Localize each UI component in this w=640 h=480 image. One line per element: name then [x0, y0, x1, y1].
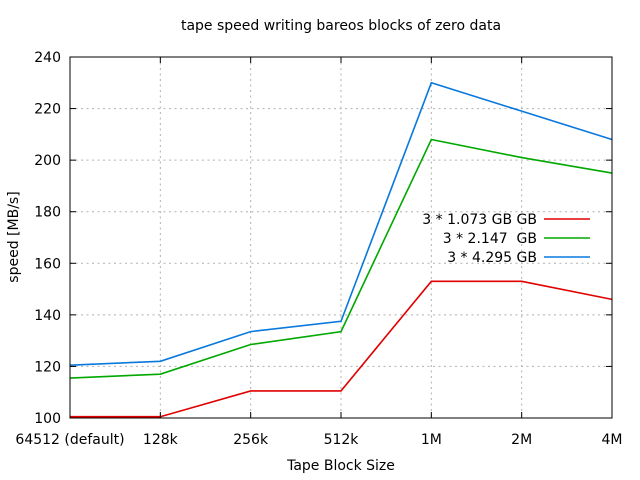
series-line-2 [69, 81, 613, 366]
y-tick-label: 240 [34, 50, 61, 66]
x-axis-label: Tape Block Size [286, 458, 395, 474]
legend-label: 3 * 4.295 GB [447, 250, 537, 266]
x-tick-label: 4M [602, 432, 623, 448]
y-tick-label: 180 [34, 205, 61, 221]
y-tick-label: 160 [34, 256, 61, 272]
x-tick-label: 2M [511, 432, 532, 448]
legend-entry: 3 * 1.073 GB GB [422, 212, 590, 228]
x-tick-label: 64512 (default) [15, 432, 124, 448]
plot-border [69, 56, 613, 419]
legend-label: 3 * 2.147 GB [443, 231, 537, 247]
chart-title: tape speed writing bareos blocks of zero… [181, 18, 501, 34]
axis-layer: 100 120 140 160 180 200 220 240 64512 (default) 1… [15, 50, 622, 448]
y-tick-label: 220 [34, 102, 61, 118]
legend-entry: 3 * 4.295 GB [447, 250, 590, 266]
grid-layer [70, 57, 612, 418]
x-tick-label: 512k [324, 432, 360, 448]
y-tick-label: 120 [34, 359, 61, 375]
series-line-1 [69, 138, 613, 379]
y-tick-label: 140 [34, 308, 61, 324]
y-tick-label: 100 [34, 411, 61, 427]
legend-label: 3 * 1.073 GB GB [422, 212, 537, 228]
y-tick-label: 200 [34, 153, 61, 169]
x-tick-label: 128k [143, 432, 179, 448]
legend: 3 * 1.073 GB GB 3 * 2.147 GB 3 * 4.295 GB [422, 212, 590, 266]
legend-entry: 3 * 2.147 GB [443, 231, 590, 247]
x-tick-label: 256k [233, 432, 269, 448]
x-tick-label: 1M [421, 432, 442, 448]
y-axis-label: speed [MB/s] [6, 191, 22, 282]
